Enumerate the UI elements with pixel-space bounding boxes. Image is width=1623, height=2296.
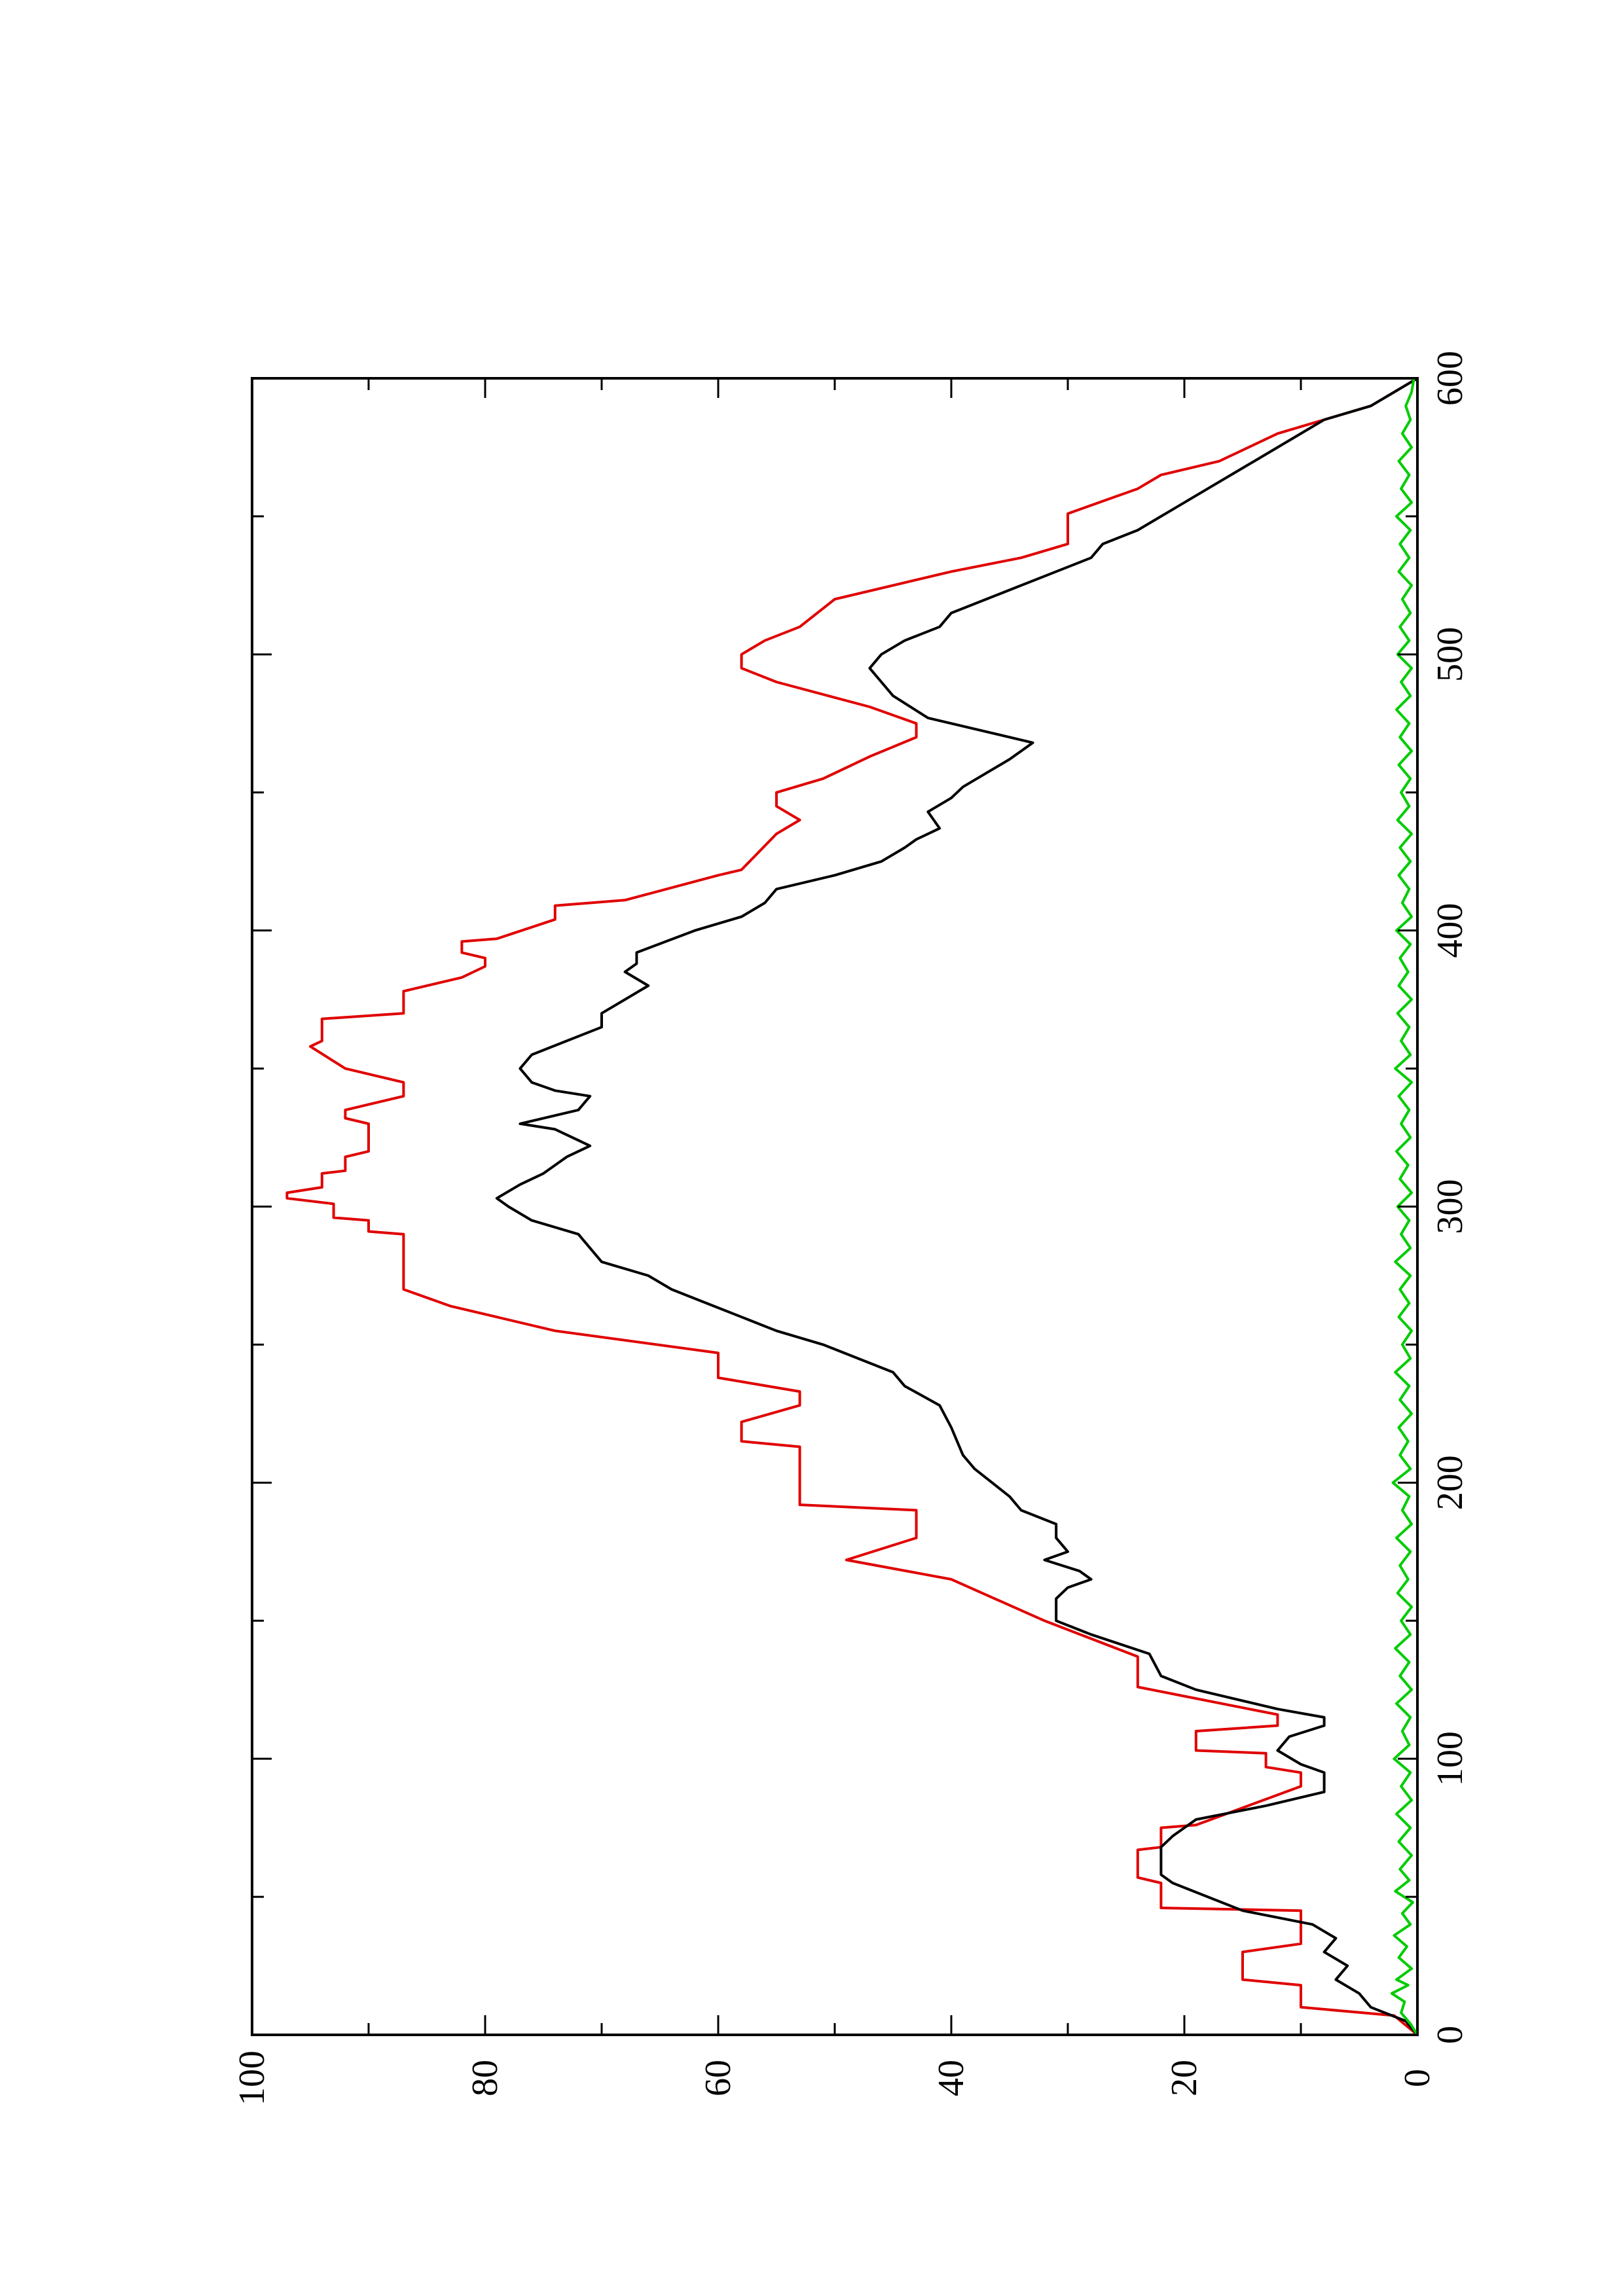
- plot-frame: [251, 377, 1419, 2036]
- y-tick-label: 40: [931, 2060, 972, 2096]
- y-tick-label: 20: [1164, 2060, 1205, 2096]
- x-tick-label: 200: [1430, 1455, 1470, 1510]
- x-tick-label: 400: [1430, 903, 1470, 958]
- y-tick-label: 0: [1397, 2069, 1438, 2087]
- series-line-1: [285, 377, 1419, 2036]
- x-tick-label: 600: [1430, 351, 1470, 406]
- x-tick-label: 100: [1430, 1731, 1470, 1786]
- plot-area: [251, 377, 1419, 2036]
- series-group: [285, 377, 1419, 2036]
- x-tick-label: 0: [1430, 2026, 1470, 2044]
- y-tick-label: 80: [465, 2060, 505, 2096]
- y-tick-label: 100: [232, 2051, 272, 2106]
- series-line-2: [495, 377, 1419, 2036]
- x-tick-label: 300: [1430, 1179, 1470, 1234]
- axes-group: 0 100 200 300 400 500 600 0 20 40 60 80 100: [232, 351, 1470, 2106]
- x-tick-label: 500: [1430, 627, 1470, 682]
- series-line-3: [1390, 378, 1419, 2036]
- y-tick-label: 60: [698, 2060, 739, 2096]
